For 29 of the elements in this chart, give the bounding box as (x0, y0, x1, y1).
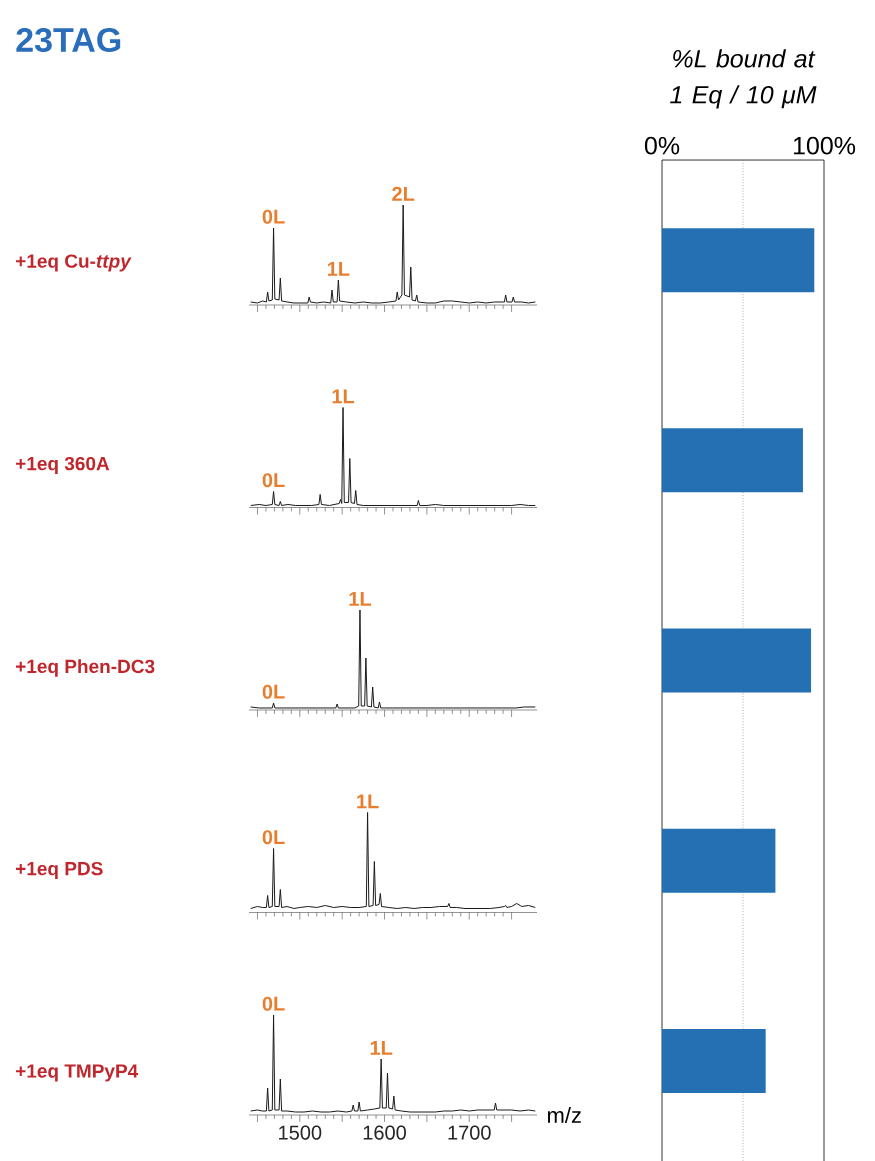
x-tick-label: 100% (793, 136, 856, 155)
bar (662, 628, 812, 693)
annotation: 0L (262, 684, 285, 699)
chart-title: 23TAG (16, 27, 121, 53)
annotation: 1L (370, 1041, 393, 1055)
y-axis-title: +1eq PDS (15, 861, 103, 880)
x-tick-label: 1700 (448, 1125, 491, 1140)
y-axis-title: +1eq Cu-ttpy (15, 254, 132, 272)
annotation: 0L (262, 996, 285, 1011)
bar (662, 1028, 766, 1093)
annotation: 0L (262, 473, 285, 488)
annotation: 0L (262, 209, 285, 224)
annotation: 1L (357, 794, 379, 809)
annotation: 1L (327, 262, 350, 276)
annotation: 1L (349, 592, 372, 606)
bar (662, 828, 776, 893)
annotation: 1L (332, 389, 355, 404)
annotation: 2L (392, 186, 415, 201)
x-axis-title: m/z (547, 1106, 581, 1124)
y-axis-title: +1eq TMPyP4 (15, 1064, 139, 1082)
y-axis-title: +1eq Phen-DC3 (15, 659, 155, 677)
y-axis-title: +1eq 360A (15, 456, 110, 475)
x-tick-label: 1600 (363, 1125, 406, 1140)
x-axis-title: %L bound at 1 Eq / 10 μM (670, 49, 817, 109)
annotation: 0L (262, 830, 285, 845)
bar (662, 228, 815, 293)
x-tick-label: 1500 (279, 1125, 322, 1140)
x-tick-label: 0% (644, 136, 680, 155)
bar (662, 428, 803, 493)
